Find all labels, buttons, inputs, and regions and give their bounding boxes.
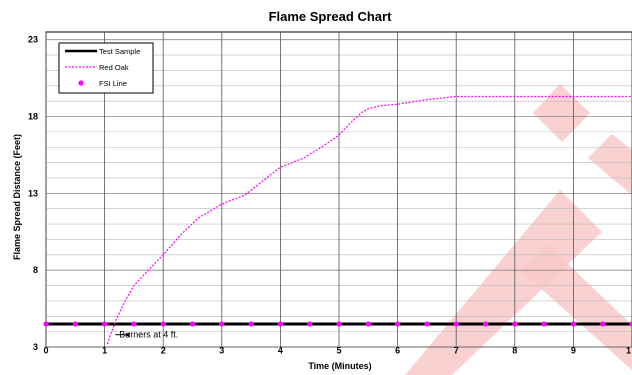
fsi-marker bbox=[365, 321, 371, 327]
fsi-marker bbox=[629, 321, 632, 327]
fsi-marker bbox=[453, 321, 459, 327]
series-line-red-oak bbox=[106, 95, 632, 345]
x-tick-label: 7 bbox=[454, 345, 459, 355]
y-tick-label: 8 bbox=[33, 265, 38, 275]
legend-label: FSI Line bbox=[99, 79, 127, 88]
fsi-marker bbox=[336, 321, 342, 327]
legend: Test Sample Red Oak FSI Line bbox=[58, 42, 154, 94]
annotation: Burners at 4 ft. bbox=[115, 330, 178, 340]
x-tick-label: 3 bbox=[219, 345, 224, 355]
watermark-stroke bbox=[533, 84, 590, 142]
fsi-marker bbox=[600, 321, 606, 327]
fsi-marker bbox=[395, 321, 401, 327]
legend-swatch-fsi-line bbox=[78, 80, 84, 86]
x-tick-label: 8 bbox=[512, 345, 517, 355]
y-axis-ticks: 3 8 13 18 23 bbox=[28, 35, 38, 352]
x-axis-ticks: 0 1 2 3 4 5 6 7 8 9 1 bbox=[43, 345, 631, 355]
legend-label: Red Oak bbox=[99, 63, 129, 72]
y-tick-label: 13 bbox=[28, 188, 38, 198]
fsi-marker bbox=[512, 321, 518, 327]
watermark-stroke bbox=[405, 190, 602, 375]
x-tick-label: 1 bbox=[102, 345, 107, 355]
watermark-stroke bbox=[588, 134, 632, 195]
x-tick-label: 1 bbox=[626, 345, 631, 355]
x-tick-label: 5 bbox=[336, 345, 341, 355]
fsi-marker bbox=[482, 321, 489, 327]
fsi-marker bbox=[248, 321, 254, 327]
fsi-marker bbox=[72, 321, 78, 327]
y-tick-label: 3 bbox=[33, 342, 38, 352]
x-tick-label: 2 bbox=[161, 345, 166, 355]
series-layer bbox=[43, 95, 632, 345]
y-axis-label: Flame Spread Distance (Feet) bbox=[12, 134, 22, 260]
y-tick-label: 23 bbox=[28, 35, 38, 45]
fsi-marker bbox=[43, 321, 49, 327]
annotation-text: Burners at 4 ft. bbox=[119, 330, 178, 340]
watermark-stroke bbox=[520, 245, 632, 370]
annotation-arrowhead bbox=[124, 332, 130, 338]
fsi-marker bbox=[102, 321, 108, 327]
fsi-marker bbox=[541, 321, 547, 327]
fsi-marker bbox=[424, 321, 430, 327]
y-tick-label: 18 bbox=[28, 112, 38, 122]
fsi-marker bbox=[307, 321, 313, 327]
fsi-marker bbox=[160, 321, 166, 327]
legend-label: Test Sample bbox=[99, 47, 140, 56]
x-tick-label: 4 bbox=[278, 345, 283, 355]
fsi-marker bbox=[570, 321, 577, 327]
fsi-marker bbox=[131, 321, 137, 327]
x-axis-label: Time (Minutes) bbox=[308, 361, 371, 371]
fsi-marker bbox=[189, 321, 196, 327]
fsi-marker bbox=[219, 321, 225, 327]
x-tick-label: 0 bbox=[43, 345, 48, 355]
fsi-marker bbox=[277, 321, 283, 327]
chart-title: Flame Spread Chart bbox=[269, 9, 392, 24]
x-tick-label: 6 bbox=[395, 345, 400, 355]
x-tick-label: 9 bbox=[571, 345, 576, 355]
watermark-logo bbox=[405, 84, 632, 375]
